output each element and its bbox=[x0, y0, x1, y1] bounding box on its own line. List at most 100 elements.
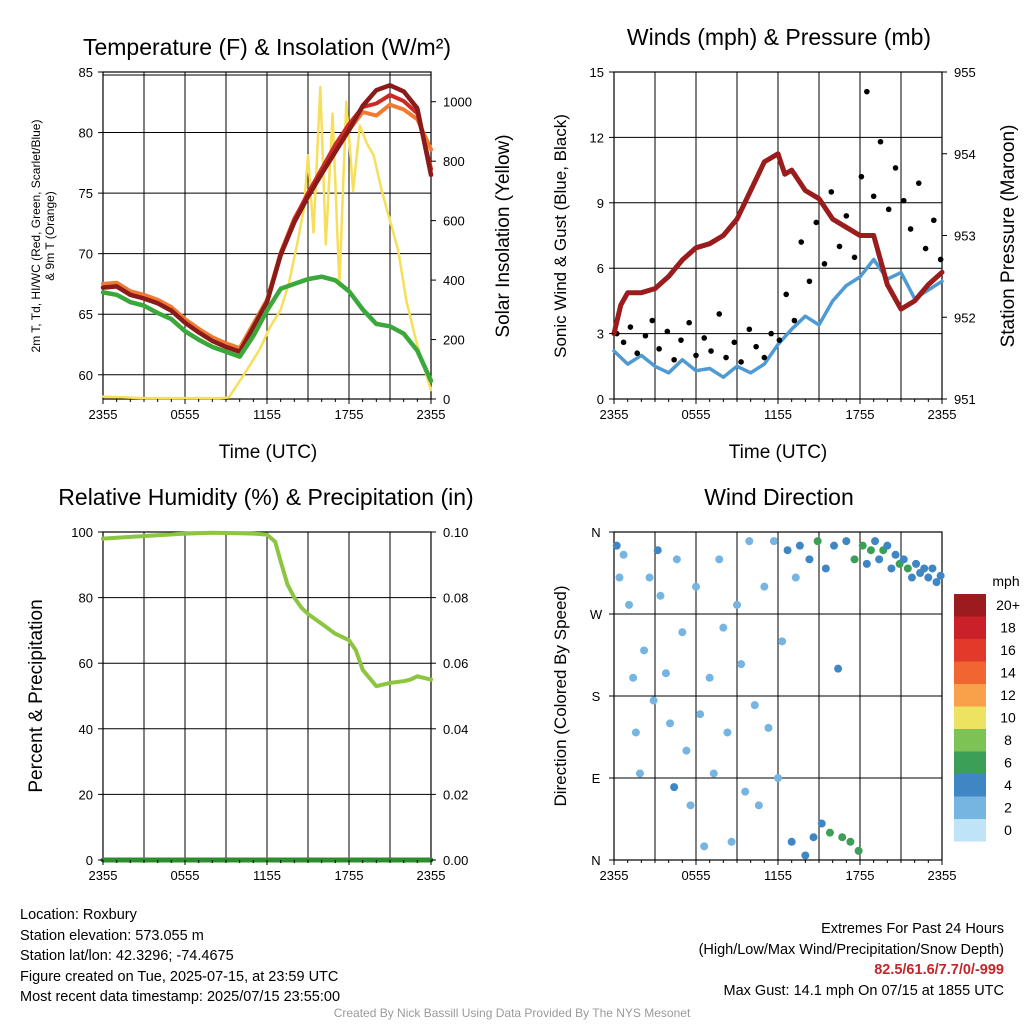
direction-title: Wind Direction bbox=[704, 484, 854, 510]
x-tick-label: 2355 bbox=[600, 868, 629, 883]
y-tick-label: 6 bbox=[597, 261, 604, 276]
y-tick-label: 0 bbox=[443, 392, 450, 407]
gust-point bbox=[900, 197, 907, 204]
max-gust-text: Max Gust: 14.1 mph On 07/15 at 1855 UTC bbox=[723, 982, 1004, 999]
direction-point bbox=[612, 541, 621, 550]
legend-label: 8 bbox=[1004, 732, 1012, 748]
direction-point bbox=[825, 828, 834, 837]
legend-swatch bbox=[954, 616, 986, 639]
gust-point bbox=[813, 219, 820, 226]
gust-point bbox=[877, 138, 884, 145]
y-tick-label: 200 bbox=[443, 333, 465, 348]
gust-point bbox=[678, 337, 684, 343]
y-tick-label: 9 bbox=[597, 196, 604, 211]
x-tick-label: 1755 bbox=[846, 407, 875, 422]
direction-point bbox=[920, 564, 929, 573]
direction-point bbox=[672, 555, 681, 564]
direction-point bbox=[640, 646, 649, 655]
x-tick-label: 1155 bbox=[764, 407, 792, 422]
x-tick-label: 0555 bbox=[171, 868, 200, 883]
y-tick-label: 952 bbox=[954, 310, 976, 325]
direction-point bbox=[700, 842, 709, 851]
direction-point bbox=[891, 550, 900, 559]
gust-point bbox=[686, 319, 692, 326]
direction-point bbox=[754, 801, 763, 810]
x-tick-label: 2355 bbox=[89, 407, 118, 422]
direction-point bbox=[854, 846, 863, 855]
y-tick-label: 0.08 bbox=[443, 591, 468, 606]
gust-point bbox=[642, 332, 649, 339]
elevation-text: Station elevation: 573.055 m bbox=[20, 927, 204, 944]
gust-point bbox=[798, 239, 805, 245]
y-tick-label: 65 bbox=[79, 307, 93, 322]
legend-label: 16 bbox=[1000, 642, 1016, 658]
y-tick-label: 60 bbox=[79, 656, 93, 671]
created-text: Figure created on Tue, 2025-07-15, at 23… bbox=[20, 968, 339, 985]
gust-point bbox=[627, 324, 634, 330]
solar-line bbox=[101, 85, 433, 400]
y-tick-label: 951 bbox=[954, 392, 976, 407]
direction-point bbox=[625, 600, 634, 609]
direction-point bbox=[932, 578, 941, 587]
y-tick-label: 60 bbox=[79, 368, 93, 383]
gust-point bbox=[693, 352, 699, 359]
legend-swatch bbox=[954, 661, 986, 684]
direction-point bbox=[686, 801, 695, 810]
direction-point bbox=[795, 541, 804, 550]
direction-point bbox=[692, 582, 700, 591]
direction-point bbox=[615, 573, 624, 582]
x-tick-label: 2355 bbox=[928, 407, 957, 422]
y-tick-label: 0 bbox=[86, 853, 93, 868]
direction-point bbox=[907, 573, 916, 582]
direction-point bbox=[787, 837, 796, 846]
y-tick-label: 85 bbox=[79, 65, 93, 80]
x-tick-label: 1755 bbox=[335, 407, 364, 422]
direction-point bbox=[635, 769, 644, 778]
direction-point bbox=[715, 555, 724, 564]
gust-point bbox=[776, 337, 783, 343]
gust-point bbox=[783, 291, 789, 298]
gust-point bbox=[836, 243, 843, 250]
x-tick-label: 2355 bbox=[600, 407, 629, 422]
direction-point bbox=[903, 564, 912, 573]
y-tick-label: 75 bbox=[79, 186, 93, 201]
winds-xlabel: Time (UTC) bbox=[729, 442, 828, 463]
winds-title: Winds (mph) & Pressure (mb) bbox=[627, 24, 931, 50]
legend-swatch bbox=[954, 684, 986, 707]
direction-point bbox=[830, 541, 839, 550]
y-tick-label: 0.04 bbox=[443, 722, 468, 737]
direction-point bbox=[750, 701, 759, 710]
humidity-ylabel: Percent & Precipitation bbox=[26, 599, 47, 792]
direction-point bbox=[719, 623, 728, 632]
direction-panel: Wind Direction 2355 0555 1155 1755 2355NESWN… bbox=[551, 484, 1020, 883]
direction-point bbox=[619, 550, 628, 559]
direction-point bbox=[866, 546, 875, 555]
y-tick-label: 0.10 bbox=[443, 525, 468, 540]
y-tick-label: 70 bbox=[79, 247, 93, 262]
x-tick-label: 0555 bbox=[682, 868, 711, 883]
gust-point bbox=[907, 226, 914, 232]
temperature-ylabel-line2: & 9m T (Orange) bbox=[43, 191, 57, 281]
y-tick-label: 40 bbox=[79, 722, 93, 737]
extremes-title: Extremes For Past 24 Hours bbox=[821, 921, 1004, 937]
legend-label: 6 bbox=[1004, 755, 1012, 771]
direction-point bbox=[653, 546, 662, 555]
direction-point bbox=[737, 660, 746, 669]
y-tick-label: 955 bbox=[954, 65, 976, 80]
x-tick-label: 0555 bbox=[171, 407, 200, 422]
temperature-ylabel-line1: 2m T, Td, HI/WC (Red, Green, Scarlet/Blu… bbox=[29, 120, 43, 353]
legend-label: 14 bbox=[1000, 665, 1016, 681]
y-tick-label: 12 bbox=[590, 130, 604, 145]
direction-ylabel: Direction (Colored By Speed) bbox=[551, 585, 570, 806]
direction-point bbox=[723, 728, 732, 737]
gust-point bbox=[746, 326, 753, 333]
y-tick-label: 15 bbox=[590, 65, 604, 80]
direction-point bbox=[760, 582, 769, 591]
legend-label: 20+ bbox=[996, 597, 1020, 613]
direction-point bbox=[696, 710, 705, 719]
gust-point bbox=[649, 317, 656, 324]
legend-swatch bbox=[954, 729, 986, 752]
direction-point bbox=[813, 537, 822, 546]
legend-swatch bbox=[954, 774, 986, 797]
legend-label: 4 bbox=[1004, 777, 1012, 793]
